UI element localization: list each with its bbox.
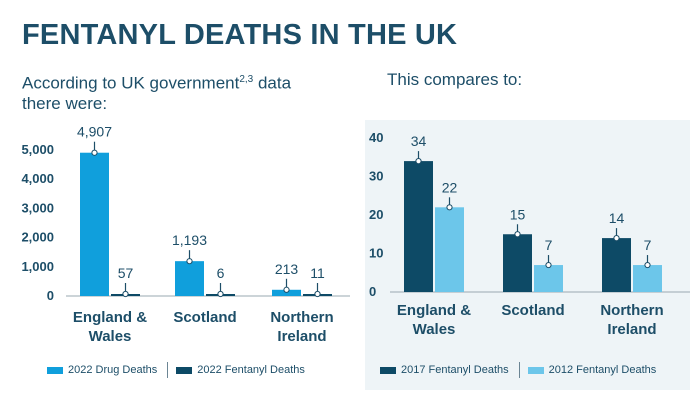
category-label: Scotland bbox=[173, 309, 236, 326]
data-label: 15 bbox=[510, 206, 526, 222]
bar bbox=[534, 265, 563, 292]
category-label: Ireland bbox=[607, 321, 656, 338]
y-tick-label: 10 bbox=[369, 246, 383, 261]
legend-label-fentanyl-2022: 2022 Fentanyl Deaths bbox=[197, 364, 305, 376]
y-tick-label: 3,000 bbox=[21, 200, 54, 215]
bar bbox=[633, 265, 662, 292]
y-tick-label: 2,000 bbox=[21, 230, 54, 245]
data-point-marker bbox=[314, 290, 321, 298]
citation-superscript: 2,3 bbox=[239, 74, 254, 85]
data-point-marker bbox=[91, 149, 98, 156]
legend-label-drug-2022: 2022 Drug Deaths bbox=[68, 364, 158, 376]
legend-label-fentanyl-2012: 2012 Fentanyl Deaths bbox=[548, 364, 657, 376]
data-label: 213 bbox=[275, 261, 299, 277]
data-label: 4,907 bbox=[77, 124, 112, 140]
category-label: Scotland bbox=[501, 302, 564, 319]
data-point-marker bbox=[545, 261, 552, 269]
left-legend: 2022 Drug Deaths 2022 Fentanyl Deaths bbox=[47, 362, 305, 378]
data-label: 22 bbox=[442, 179, 458, 195]
bar bbox=[602, 238, 631, 292]
drug-deaths-chart: 0 1,000 2,000 3,000 4,000 5,000 4,907 57 England… bbox=[21, 124, 350, 345]
bar bbox=[503, 234, 532, 292]
legend-label-fentanyl-2017: 2017 Fentanyl Deaths bbox=[401, 364, 509, 376]
y-tick-label: 40 bbox=[369, 130, 383, 145]
data-point-marker bbox=[122, 290, 129, 298]
data-point-marker bbox=[283, 286, 290, 293]
y-tick-label: 0 bbox=[369, 284, 376, 299]
data-label: 14 bbox=[609, 210, 625, 226]
data-point-marker bbox=[613, 235, 620, 242]
bar bbox=[80, 152, 109, 296]
left-subtitle-pre: According to UK government bbox=[22, 73, 240, 93]
data-point-marker bbox=[415, 158, 422, 165]
y-tick-label: 20 bbox=[369, 207, 383, 222]
bar bbox=[404, 161, 433, 292]
y-tick-label: 4,000 bbox=[21, 171, 54, 186]
category-label: England & bbox=[397, 302, 471, 319]
legend-item-fentanyl-2017: 2017 Fentanyl Deaths bbox=[380, 364, 509, 376]
data-label: 7 bbox=[545, 237, 553, 253]
fentanyl-comparison-chart: 0 10 20 30 40 34 22 England & Wales 15 7 Scotland 14… bbox=[369, 130, 690, 338]
y-tick-label: 5,000 bbox=[21, 142, 54, 157]
category-label: Ireland bbox=[277, 328, 326, 345]
left-subtitle: According to UK government2,3 data there… bbox=[22, 70, 291, 114]
right-legend: 2017 Fentanyl Deaths 2012 Fentanyl Death… bbox=[380, 362, 656, 378]
data-label: 11 bbox=[310, 265, 325, 281]
legend-swatch-drug-2022 bbox=[47, 366, 63, 374]
data-label: 34 bbox=[411, 133, 427, 149]
data-label: 7 bbox=[644, 237, 652, 253]
legend-swatch-fentanyl-2022 bbox=[176, 366, 193, 374]
y-tick-label: 0 bbox=[47, 288, 54, 303]
category-label: Wales bbox=[89, 328, 132, 345]
data-point-marker bbox=[446, 204, 453, 211]
legend-item-fentanyl-2022: 2022 Fentanyl Deaths bbox=[176, 364, 305, 376]
category-label: Northern bbox=[600, 302, 663, 319]
bar bbox=[272, 289, 301, 296]
y-tick-label: 30 bbox=[369, 169, 383, 184]
legend-swatch-fentanyl-2012 bbox=[527, 366, 544, 374]
category-label: England & bbox=[73, 309, 147, 326]
legend-item-fentanyl-2012: 2012 Fentanyl Deaths bbox=[527, 364, 657, 376]
category-label: Northern bbox=[270, 309, 333, 326]
legend-swatch-fentanyl-2017 bbox=[380, 366, 396, 374]
data-point-marker bbox=[514, 231, 521, 238]
data-label: 1,193 bbox=[172, 232, 207, 248]
legend-item-drug-2022: 2022 Drug Deaths bbox=[47, 364, 157, 376]
bar bbox=[435, 207, 464, 292]
data-label: 57 bbox=[118, 265, 134, 281]
bar bbox=[175, 261, 204, 296]
right-subtitle: This compares to: bbox=[387, 70, 523, 89]
left-subtitle-line2: there were: bbox=[22, 93, 108, 113]
category-label: Wales bbox=[413, 321, 456, 338]
y-tick-label: 1,000 bbox=[21, 259, 54, 274]
legend-divider bbox=[167, 362, 169, 378]
page-title: FENTANYL DEATHS IN THE UK bbox=[22, 19, 458, 51]
data-point-marker bbox=[186, 258, 193, 265]
legend-divider bbox=[518, 362, 520, 378]
left-subtitle-post: data bbox=[253, 73, 292, 93]
data-label: 6 bbox=[217, 265, 225, 281]
data-point-marker bbox=[217, 290, 224, 298]
data-point-marker bbox=[644, 261, 651, 269]
